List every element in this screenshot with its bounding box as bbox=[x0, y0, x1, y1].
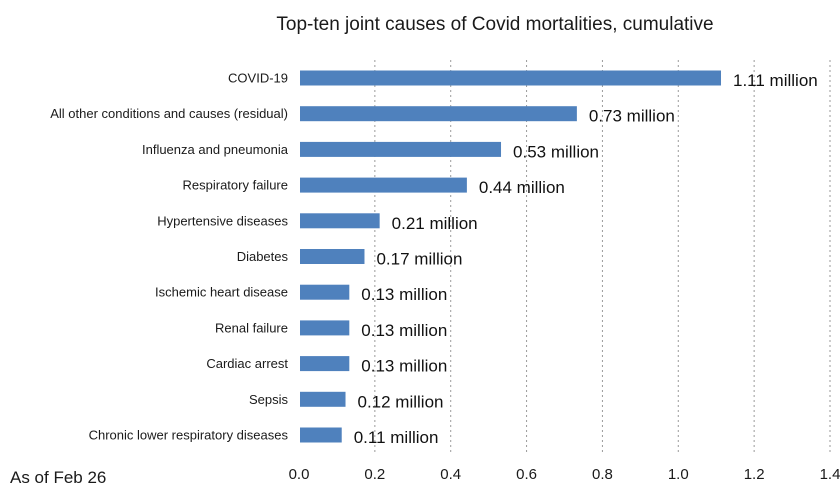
bar bbox=[300, 249, 365, 264]
bar bbox=[300, 391, 346, 407]
bar bbox=[300, 106, 577, 122]
data-label: 0.44 million bbox=[479, 178, 565, 197]
category-label: COVID-19 bbox=[228, 71, 288, 86]
data-label: 0.13 million bbox=[361, 357, 447, 376]
category-label: Respiratory failure bbox=[183, 178, 289, 193]
x-axis-ticks: 0.0 0.2 0.4 0.6 0.8 1.0 1.2 1.4 bbox=[289, 466, 840, 483]
x-tick-label: 1.2 bbox=[744, 466, 765, 483]
data-label: 0.21 million bbox=[392, 214, 478, 233]
category-label: Chronic lower respiratory diseases bbox=[89, 428, 289, 443]
x-tick-label: 0.8 bbox=[592, 466, 613, 483]
x-tick-label: 1.4 bbox=[820, 466, 840, 483]
x-tick-label: 0.6 bbox=[516, 466, 537, 483]
category-label: Sepsis bbox=[249, 392, 289, 407]
category-label: Renal failure bbox=[215, 320, 288, 335]
data-label: 0.12 million bbox=[358, 392, 444, 411]
bar bbox=[300, 70, 722, 86]
category-label: Influenza and pneumonia bbox=[142, 142, 289, 157]
data-label: 0.53 million bbox=[513, 142, 599, 161]
data-label: 0.13 million bbox=[361, 321, 447, 340]
data-labels: 1.11 million 0.73 million 0.53 million 0.44… bbox=[354, 71, 818, 447]
x-tick-label: 0.0 bbox=[289, 466, 310, 483]
category-label: Hypertensive diseases bbox=[157, 213, 288, 228]
category-label: Diabetes bbox=[237, 249, 289, 264]
bar bbox=[300, 177, 467, 193]
data-label: 0.13 million bbox=[361, 285, 447, 304]
category-label: Ischemic heart disease bbox=[155, 285, 288, 300]
data-label: 0.17 million bbox=[376, 250, 462, 269]
chart-title: Top-ten joint causes of Covid mortalitie… bbox=[276, 14, 713, 35]
data-label: 0.73 million bbox=[589, 107, 675, 126]
bar bbox=[300, 356, 350, 372]
category-label: All other conditions and causes (residua… bbox=[50, 106, 288, 121]
grid-layer bbox=[374, 60, 831, 452]
bar bbox=[300, 213, 380, 229]
x-tick-label: 1.0 bbox=[668, 466, 689, 483]
data-label: 1.11 million bbox=[733, 71, 818, 90]
x-tick-label: 0.4 bbox=[440, 466, 461, 483]
data-label: 0.11 million bbox=[354, 428, 439, 447]
category-label: Cardiac arrest bbox=[206, 356, 288, 371]
bar bbox=[300, 141, 502, 157]
bar bbox=[300, 320, 350, 336]
bars-layer bbox=[300, 70, 722, 443]
bar bbox=[300, 427, 342, 443]
category-labels: COVID-19 All other conditions and causes … bbox=[50, 71, 289, 443]
footnote: As of Feb 26 bbox=[10, 468, 106, 487]
x-tick-label: 0.2 bbox=[364, 466, 385, 483]
bar bbox=[300, 284, 350, 300]
